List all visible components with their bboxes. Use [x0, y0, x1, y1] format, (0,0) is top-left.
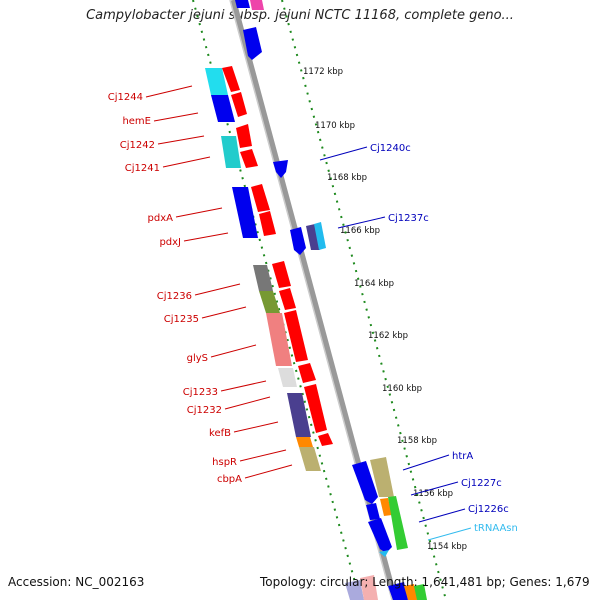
- gene-block[interactable]: [360, 575, 378, 600]
- gene-block[interactable]: [296, 437, 313, 447]
- gene-block[interactable]: [306, 224, 320, 250]
- gene-block[interactable]: [273, 160, 288, 178]
- gene-block[interactable]: [211, 95, 235, 122]
- gene-label-cj1235[interactable]: Cj1235: [164, 314, 199, 325]
- scale-tick: 1172 kbp: [303, 67, 343, 77]
- gene-label-cbpa[interactable]: cbpA: [217, 474, 242, 485]
- gene-label-cj1233[interactable]: Cj1233: [183, 387, 218, 398]
- scale-tick: 1158 kbp: [397, 436, 437, 446]
- gene-block[interactable]: [240, 149, 258, 168]
- scale-tick: 1154 kbp: [427, 542, 467, 552]
- gene-label-trnaasn[interactable]: tRNAAsn: [474, 523, 518, 534]
- gene-block[interactable]: [298, 363, 316, 383]
- gene-block[interactable]: [388, 582, 408, 600]
- scale-tick: 1162 kbp: [368, 331, 408, 341]
- gene-block[interactable]: [221, 136, 241, 168]
- topology-text: Topology: circular; Length: 1,641,481 bp…: [260, 575, 590, 589]
- gene-block[interactable]: [345, 580, 364, 600]
- gene-block[interactable]: [253, 265, 273, 291]
- gene-block[interactable]: [366, 503, 380, 520]
- gene-block[interactable]: [379, 550, 389, 557]
- gene-label-cj1227c[interactable]: Cj1227c: [461, 478, 502, 489]
- gene-block[interactable]: [314, 222, 326, 250]
- gene-block[interactable]: [284, 310, 308, 362]
- gene-label-cj1237c[interactable]: Cj1237c: [388, 213, 429, 224]
- scale-tick: 1160 kbp: [382, 384, 422, 394]
- map-title: Campylobacter jejuni subsp. jejuni NCTC …: [86, 8, 514, 23]
- left-feature-blocks: [205, 66, 333, 471]
- gene-block[interactable]: [232, 187, 258, 238]
- gene-block[interactable]: [205, 68, 228, 95]
- right-track-border: [281, 0, 447, 600]
- scale-tick: 1166 kbp: [340, 226, 380, 236]
- gene-block[interactable]: [368, 518, 392, 553]
- gene-label-kefb[interactable]: kefB: [209, 428, 231, 439]
- gene-block[interactable]: [259, 291, 280, 313]
- scale-ticks: 1172 kbp 1170 kbp 1168 kbp 1166 kbp 1164…: [303, 67, 467, 552]
- gene-block[interactable]: [266, 313, 292, 366]
- gene-block[interactable]: [251, 184, 270, 212]
- gene-block[interactable]: [352, 461, 378, 504]
- scale-tick: 1168 kbp: [327, 173, 367, 183]
- right-feature-blocks: [235, 0, 427, 600]
- gene-block[interactable]: [304, 384, 327, 433]
- scale-tick: 1156 kbp: [413, 489, 453, 499]
- gene-label-cj1226c[interactable]: Cj1226c: [468, 504, 509, 515]
- gene-block[interactable]: [299, 447, 321, 471]
- gene-label-cj1242[interactable]: Cj1242: [120, 140, 155, 151]
- gene-label-cj1232[interactable]: Cj1232: [187, 405, 222, 416]
- gene-label-glys[interactable]: glyS: [187, 353, 208, 364]
- gene-block[interactable]: [272, 261, 291, 288]
- gene-block[interactable]: [414, 584, 427, 600]
- gene-block[interactable]: [235, 0, 250, 8]
- gene-block[interactable]: [243, 27, 262, 60]
- gene-label-pdxa[interactable]: pdxA: [148, 213, 174, 224]
- gene-block[interactable]: [259, 211, 276, 236]
- left-gene-labels: Cj1244 hemE Cj1242 Cj1241 pdxA pdxJ Cj12…: [108, 85, 293, 485]
- gene-label-cj1244[interactable]: Cj1244: [108, 92, 143, 103]
- gene-block[interactable]: [370, 457, 394, 497]
- gene-block[interactable]: [279, 288, 296, 310]
- gene-label-cj1236[interactable]: Cj1236: [157, 291, 192, 302]
- gene-block[interactable]: [231, 92, 247, 117]
- gene-label-cj1240c[interactable]: Cj1240c: [370, 143, 411, 154]
- gene-block[interactable]: [222, 66, 240, 92]
- gene-label-heme[interactable]: hemE: [122, 116, 151, 127]
- accession-text: Accession: NC_002163: [8, 575, 145, 589]
- gene-block[interactable]: [236, 124, 252, 148]
- gene-block[interactable]: [278, 368, 297, 387]
- gene-label-htra[interactable]: htrA: [452, 451, 473, 462]
- gene-block[interactable]: [318, 433, 333, 446]
- gene-block[interactable]: [287, 393, 311, 437]
- gene-block[interactable]: [250, 0, 264, 10]
- gene-label-hspr[interactable]: hspR: [212, 457, 237, 468]
- scale-tick: 1164 kbp: [354, 279, 394, 289]
- gene-block[interactable]: [290, 227, 306, 255]
- gene-block[interactable]: [388, 496, 408, 550]
- right-gene-labels: Cj1240c Cj1237c htrA Cj1227c Cj1226c tRN…: [319, 143, 518, 541]
- scale-tick: 1170 kbp: [315, 121, 355, 131]
- gene-label-pdxj[interactable]: pdxJ: [159, 237, 181, 248]
- gene-label-cj1241[interactable]: Cj1241: [125, 163, 160, 174]
